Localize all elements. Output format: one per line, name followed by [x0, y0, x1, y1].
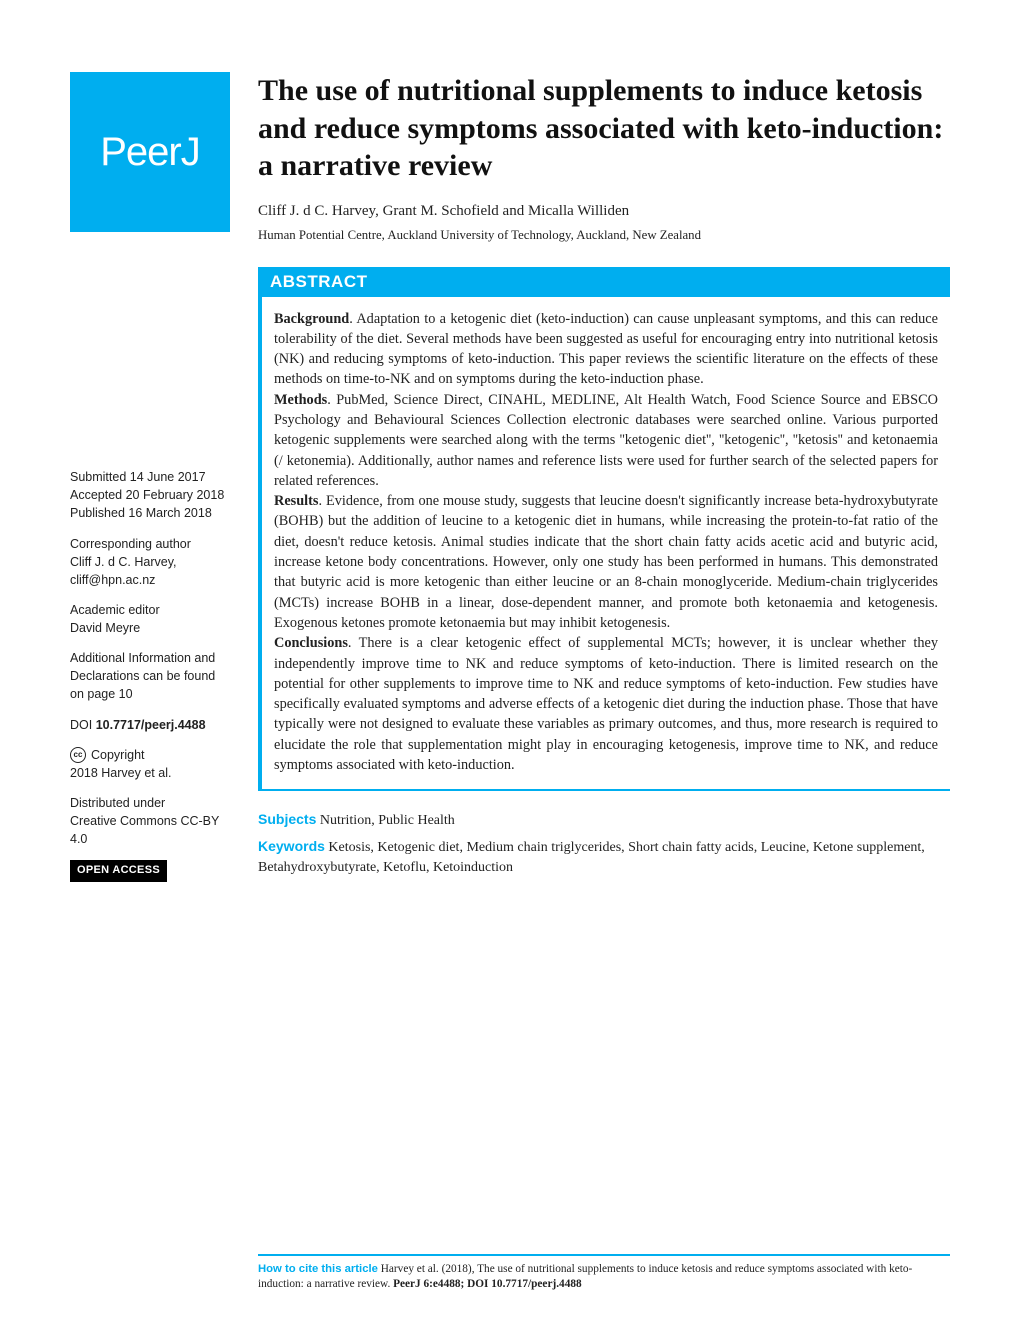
additional-info-block: Additional Information and Declarations …	[70, 649, 230, 703]
keywords-row: Keywords Ketosis, Ketogenic diet, Medium…	[258, 836, 950, 879]
submitted-date: 14 June 2017	[130, 470, 206, 484]
journal-logo: PeerJ	[70, 72, 230, 232]
abstract-methods-label: Methods	[274, 392, 327, 408]
abstract-methods-text: . PubMed, Science Direct, CINAHL, MEDLIN…	[274, 392, 938, 489]
published-label: Published	[70, 506, 125, 520]
corresponding-author-block: Corresponding author Cliff J. d C. Harve…	[70, 535, 230, 589]
open-access-badge: OPEN ACCESS	[70, 860, 167, 882]
accepted-date: 20 February 2018	[126, 488, 225, 502]
author-list: Cliff J. d C. Harvey, Grant M. Schofield…	[258, 203, 950, 220]
sidebar-spacer	[70, 252, 230, 468]
academic-editor-block: Academic editor David Meyre	[70, 601, 230, 637]
distribution-text[interactable]: Creative Commons CC-BY 4.0	[70, 812, 230, 848]
sidebar-metadata: Submitted 14 June 2017 Accepted 20 Febru…	[70, 468, 230, 882]
copyright-text: 2018 Harvey et al.	[70, 764, 230, 782]
distribution-label: Distributed under	[70, 794, 230, 812]
abstract-body: Background. Adaptation to a ketogenic di…	[258, 297, 950, 792]
keywords-text: Ketosis, Ketogenic diet, Medium chain tr…	[258, 840, 925, 875]
subjects-row: Subjects Nutrition, Public Health	[258, 809, 950, 831]
distribution-block: Distributed under Creative Commons CC-BY…	[70, 794, 230, 848]
corresponding-author-text: Cliff J. d C. Harvey, cliff@hpn.ac.nz	[70, 553, 230, 589]
subjects-text: Nutrition, Public Health	[320, 813, 455, 828]
abstract-results-text: . Evidence, from one mouse study, sugges…	[274, 493, 938, 631]
academic-editor-name: David Meyre	[70, 619, 230, 637]
abstract-background-text: . Adaptation to a ketogenic diet (keto-i…	[274, 311, 938, 388]
copyright-label: Copyright	[91, 746, 145, 764]
submission-dates: Submitted 14 June 2017 Accepted 20 Febru…	[70, 468, 230, 522]
additional-info-text: Additional Information and Declarations …	[70, 649, 230, 703]
copyright-block: cc Copyright 2018 Harvey et al.	[70, 746, 230, 782]
abstract-results-label: Results	[274, 493, 318, 509]
academic-editor-label: Academic editor	[70, 601, 230, 619]
accepted-label: Accepted	[70, 488, 122, 502]
affiliation: Human Potential Centre, Auckland Univers…	[258, 228, 950, 243]
two-column-layout: PeerJ Submitted 14 June 2017 Accepted 20…	[70, 72, 950, 882]
abstract-header: ABSTRACT	[258, 267, 950, 297]
doi-value[interactable]: 10.7717/peerj.4488	[96, 718, 206, 732]
submitted-label: Submitted	[70, 470, 126, 484]
abstract-conclusions-text: . There is a clear ketogenic effect of s…	[274, 635, 938, 773]
main-column: The use of nutritional supplements to in…	[258, 72, 950, 882]
subjects-label: Subjects	[258, 811, 316, 827]
article-title: The use of nutritional supplements to in…	[258, 72, 950, 185]
left-column: PeerJ Submitted 14 June 2017 Accepted 20…	[70, 72, 230, 882]
abstract-background-label: Background	[274, 311, 349, 327]
corresponding-author-label: Corresponding author	[70, 535, 230, 553]
citation-label: How to cite this article	[258, 1263, 378, 1275]
keywords-label: Keywords	[258, 838, 325, 854]
citation-footer: How to cite this article Harvey et al. (…	[258, 1254, 950, 1293]
citation-ref: PeerJ 6:e4488; DOI 10.7717/peerj.4488	[393, 1278, 582, 1290]
open-access-badge-wrap: OPEN ACCESS	[70, 860, 230, 882]
journal-logo-text: PeerJ	[100, 130, 200, 175]
page: PeerJ Submitted 14 June 2017 Accepted 20…	[0, 0, 1020, 1320]
abstract-conclusions-label: Conclusions	[274, 635, 348, 651]
doi-label: DOI	[70, 718, 92, 732]
cc-icon: cc	[70, 747, 86, 763]
doi-block: DOI 10.7717/peerj.4488	[70, 716, 230, 734]
published-date: 16 March 2018	[128, 506, 211, 520]
